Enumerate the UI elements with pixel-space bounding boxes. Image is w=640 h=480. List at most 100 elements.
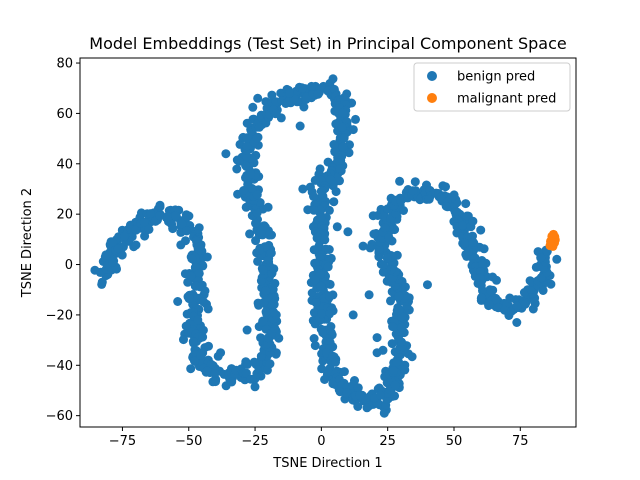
benign-point	[163, 212, 173, 222]
benign-point	[181, 236, 190, 246]
benign-point	[254, 122, 264, 132]
benign-point	[182, 226, 192, 236]
benign-point	[239, 186, 249, 195]
benign-point	[390, 391, 400, 401]
plot-frame	[79, 57, 577, 428]
x-tick-label: −50	[175, 434, 202, 449]
benign-point	[258, 265, 268, 275]
benign-point	[265, 359, 275, 369]
benign-point	[309, 205, 319, 215]
benign-point	[396, 196, 406, 206]
legend-label: benign pred	[457, 70, 535, 85]
benign-point	[478, 259, 487, 269]
benign-point	[331, 187, 341, 197]
benign-point	[394, 291, 404, 301]
benign-point	[202, 366, 212, 376]
benign-point	[309, 191, 318, 201]
benign-point	[536, 273, 546, 283]
benign-point	[313, 89, 323, 99]
benign-point	[253, 93, 263, 103]
benign-point	[526, 284, 536, 294]
benign-point	[351, 114, 360, 124]
benign-point	[97, 279, 107, 289]
benign-point	[310, 275, 320, 285]
x-axis-label: TSNE Direction 1	[272, 456, 382, 471]
benign-point	[320, 375, 330, 384]
benign-point	[188, 337, 198, 346]
benign-point	[339, 133, 349, 143]
benign-point	[369, 229, 379, 239]
benign-point	[337, 122, 347, 132]
benign-point	[246, 169, 256, 179]
benign-point	[198, 325, 208, 335]
y-tick-label: 20	[56, 208, 73, 223]
benign-point	[477, 292, 487, 302]
benign-point	[256, 333, 266, 343]
benign-point	[249, 357, 259, 367]
benign-point	[384, 232, 394, 242]
benign-point	[390, 380, 400, 390]
benign-point	[316, 213, 326, 223]
legend-marker	[427, 71, 437, 81]
benign-point	[512, 318, 522, 327]
benign-point	[309, 245, 319, 255]
benign-point	[309, 334, 319, 343]
benign-point	[144, 224, 154, 234]
benign-point	[179, 335, 188, 345]
benign-point	[392, 357, 402, 367]
benign-point	[339, 367, 349, 377]
benign-point	[245, 229, 255, 239]
benign-point	[139, 217, 149, 227]
benign-point	[184, 294, 194, 304]
benign-point	[329, 140, 339, 149]
malignant-point	[546, 236, 556, 246]
benign-point	[261, 286, 271, 296]
benign-point	[387, 339, 397, 349]
benign-point	[117, 250, 127, 260]
benign-point	[378, 267, 388, 277]
benign-point	[316, 281, 326, 291]
benign-point	[320, 235, 330, 245]
benign-point	[335, 164, 345, 173]
benign-point	[195, 282, 205, 292]
benign-point	[206, 359, 216, 369]
benign-point	[317, 364, 327, 374]
legend-box	[413, 62, 571, 112]
benign-point	[252, 190, 262, 200]
benign-point	[131, 240, 141, 250]
benign-point	[452, 207, 462, 217]
benign-point	[353, 402, 363, 411]
benign-point	[388, 322, 398, 332]
benign-point	[461, 199, 471, 209]
x-tick-label: 75	[512, 434, 529, 449]
benign-point	[227, 377, 237, 387]
benign-point	[397, 322, 407, 332]
benign-point	[194, 268, 204, 278]
benign-point	[193, 315, 203, 325]
benign-point	[512, 301, 522, 311]
benign-point	[271, 108, 281, 118]
benign-point	[460, 238, 470, 248]
benign-point	[394, 305, 404, 315]
y-tick-label: 0	[65, 258, 73, 273]
benign-point	[355, 390, 365, 400]
benign-point	[331, 357, 340, 367]
benign-point	[325, 291, 335, 301]
benign-point	[168, 224, 178, 234]
benign-point	[538, 286, 548, 295]
chart-title: Model Embeddings (Test Set) in Principal…	[89, 34, 566, 53]
x-tick-label: −75	[109, 434, 136, 449]
benign-point	[343, 227, 353, 237]
benign-point	[348, 310, 358, 320]
benign-point	[318, 328, 328, 338]
benign-point	[261, 307, 271, 317]
points-layer	[90, 74, 562, 418]
benign-point	[186, 271, 196, 281]
benign-point	[458, 220, 467, 230]
benign-point	[173, 297, 183, 306]
benign-point	[382, 253, 392, 263]
benign-point	[468, 216, 478, 226]
benign-point	[379, 260, 388, 270]
legend-label: malignant pred	[457, 92, 556, 107]
